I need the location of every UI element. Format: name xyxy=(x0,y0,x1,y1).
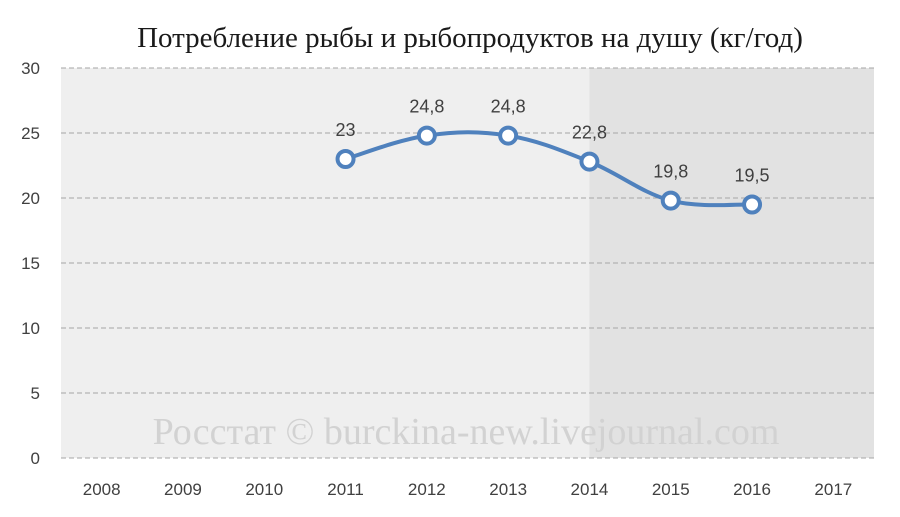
data-points xyxy=(335,125,763,215)
y-tick-label: 25 xyxy=(21,124,40,143)
data-label: 24,8 xyxy=(409,97,444,117)
x-tick-label: 2010 xyxy=(245,480,283,499)
data-label: 24,8 xyxy=(491,97,526,117)
data-label: 19,5 xyxy=(735,166,770,186)
data-label: 22,8 xyxy=(572,123,607,143)
data-label: 19,8 xyxy=(653,162,688,182)
highlight-region xyxy=(589,68,874,458)
x-tick-label: 2015 xyxy=(652,480,690,499)
watermark: Росстат © burckina-new.livejournal.com xyxy=(153,411,780,453)
data-label: 23 xyxy=(336,120,356,140)
data-point xyxy=(416,125,437,146)
chart-title: Потребление рыбы и рыбопродуктов на душу… xyxy=(137,22,803,54)
y-tick-label: 5 xyxy=(31,384,40,403)
y-tick-label: 20 xyxy=(21,189,40,208)
data-point xyxy=(579,151,600,172)
y-axis-ticks: 0 5 10 15 20 25 30 xyxy=(21,59,40,468)
x-tick-label: 2009 xyxy=(164,480,202,499)
data-labels: 23 24,8 24,8 22,8 19,8 19,5 xyxy=(336,97,770,186)
data-point xyxy=(742,194,763,215)
y-tick-label: 0 xyxy=(31,449,40,468)
x-tick-label: 2014 xyxy=(571,480,609,499)
x-tick-label: 2011 xyxy=(327,480,364,499)
data-point xyxy=(498,125,519,146)
data-point xyxy=(660,190,681,211)
x-tick-label: 2017 xyxy=(814,480,852,499)
y-tick-label: 30 xyxy=(21,59,40,78)
x-tick-label: 2008 xyxy=(83,480,121,499)
x-tick-label: 2013 xyxy=(489,480,527,499)
x-axis-ticks: 2008 2009 2010 2011 2012 2013 2014 2015 2016 2017 xyxy=(83,480,853,499)
x-tick-label: 2012 xyxy=(408,480,446,499)
y-tick-label: 10 xyxy=(21,319,40,338)
y-tick-label: 15 xyxy=(21,254,40,273)
data-point xyxy=(335,149,356,169)
x-tick-label: 2016 xyxy=(733,480,771,499)
